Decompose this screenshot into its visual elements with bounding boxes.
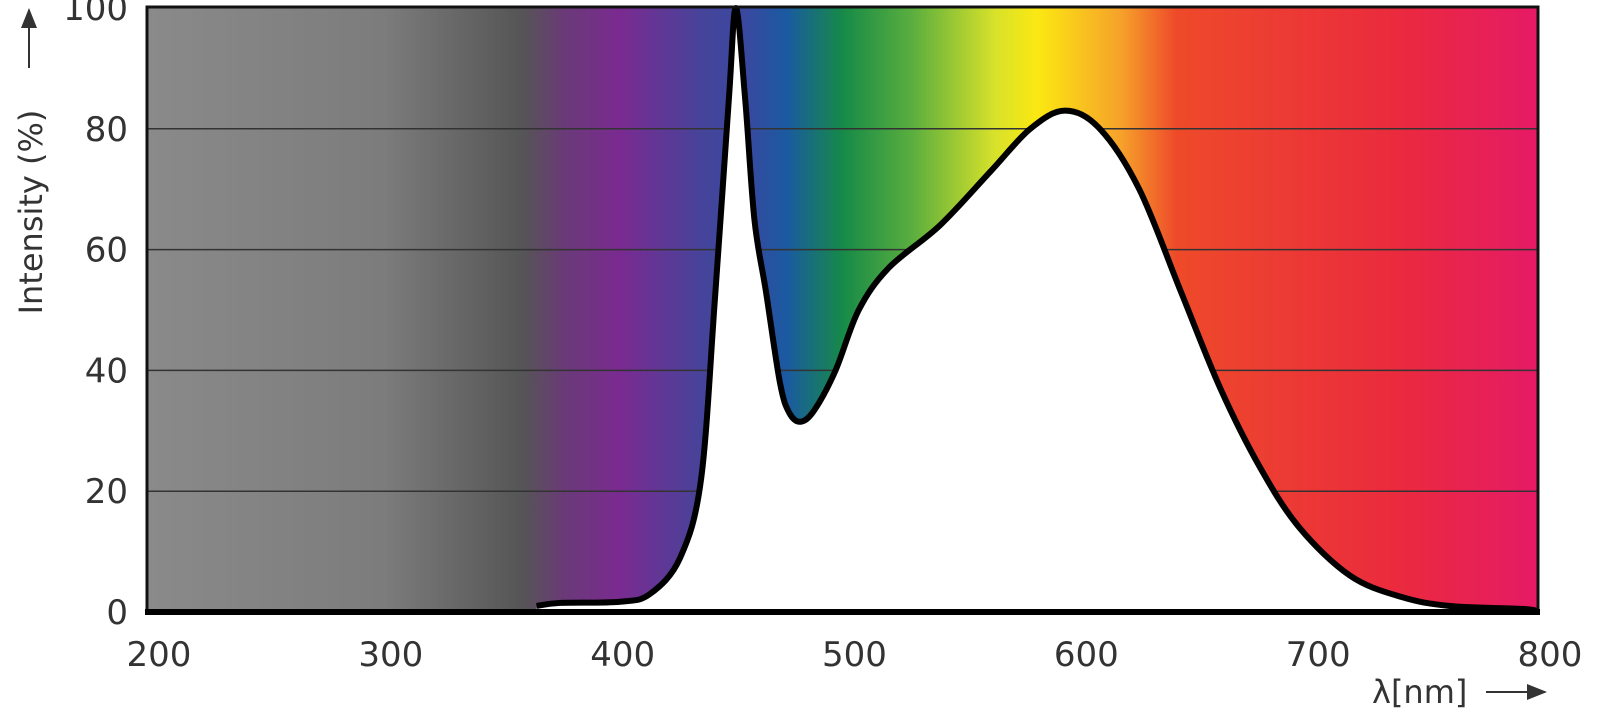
x-tick-label: 800 — [1518, 635, 1583, 675]
y-axis-label: Intensity (%) — [12, 110, 50, 315]
x-tick-label: 400 — [590, 635, 655, 675]
x-axis-label: λ[nm] — [1372, 673, 1467, 711]
spectrum-area — [536, 8, 1538, 612]
x-tick-label: 700 — [1286, 635, 1351, 675]
y-tick-label: 100 — [63, 0, 128, 29]
y-tick-label: 80 — [85, 110, 128, 150]
y-tick-label: 40 — [85, 351, 128, 391]
x-tick-label: 500 — [822, 635, 887, 675]
x-tick-label: 600 — [1054, 635, 1119, 675]
y-tick-label: 0 — [106, 593, 128, 633]
x-tick-label: 300 — [358, 635, 423, 675]
y-tick-label: 60 — [85, 231, 128, 271]
y-tick-label: 20 — [85, 472, 128, 512]
x-tick-label: 200 — [127, 635, 192, 675]
spectrum-line — [536, 5, 1540, 615]
